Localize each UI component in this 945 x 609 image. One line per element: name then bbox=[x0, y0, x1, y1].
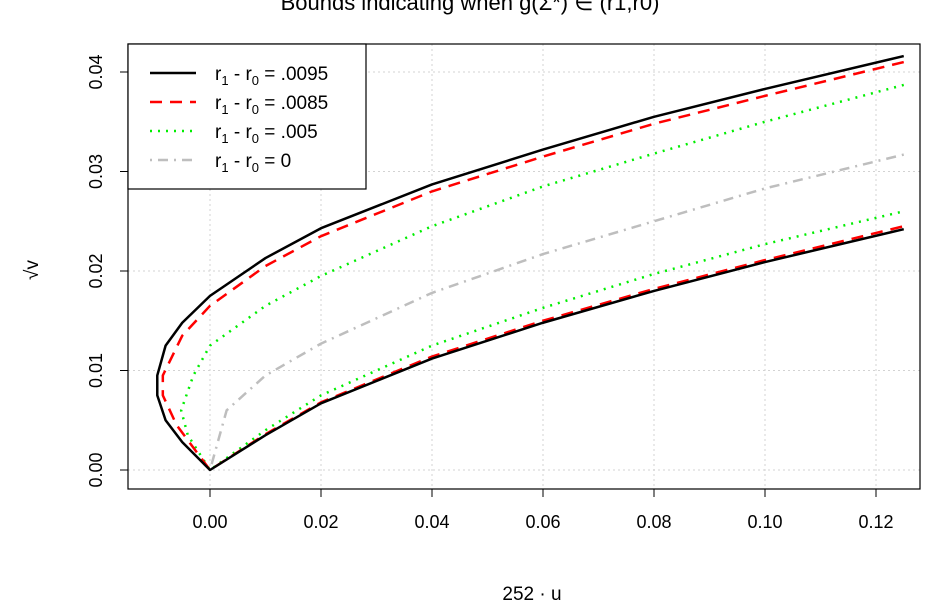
x-tick-label: 0.12 bbox=[858, 512, 893, 532]
chart-title: Bounds indicating when g(Σ*) ∈ (r1,r0) bbox=[281, 0, 660, 15]
y-tick-label: 0.04 bbox=[86, 54, 106, 89]
legend-label: r1 - r0 = .005 bbox=[215, 122, 318, 146]
legend-box bbox=[127, 43, 367, 190]
x-axis: 0.00 0.02 0.04 0.06 0.08 0.10 0.12 bbox=[192, 488, 894, 532]
x-tick-label: 0.00 bbox=[192, 512, 227, 532]
x-tick-label: 0.10 bbox=[747, 512, 782, 532]
y-tick-label: 0.02 bbox=[86, 253, 106, 288]
x-tick-label: 0.06 bbox=[525, 512, 560, 532]
y-axis: 0.00 0.01 0.02 0.03 0.04 bbox=[86, 54, 128, 488]
series-line bbox=[156, 54, 905, 472]
y-tick-label: 0.00 bbox=[86, 452, 106, 487]
y-tick-label: 0.03 bbox=[86, 154, 106, 189]
series-group bbox=[156, 54, 905, 472]
series-line bbox=[161, 60, 905, 472]
series-line bbox=[208, 153, 905, 471]
legend: r1 - r0 = .0095 r1 - r0 = .0085 r1 - r0 = … bbox=[127, 43, 367, 190]
x-tick-label: 0.02 bbox=[303, 512, 338, 532]
legend-label: r1 - r0 = 0 bbox=[215, 151, 291, 175]
x-tick-label: 0.08 bbox=[636, 512, 671, 532]
series-line bbox=[179, 83, 905, 472]
legend-label: r1 - r0 = .0095 bbox=[215, 64, 328, 88]
y-tick-label: 0.01 bbox=[86, 353, 106, 388]
x-tick-label: 0.04 bbox=[414, 512, 449, 532]
legend-label: r1 - r0 = .0085 bbox=[215, 93, 328, 117]
y-axis-label: √v bbox=[22, 260, 43, 280]
x-axis-label: 252 · u bbox=[502, 584, 561, 605]
